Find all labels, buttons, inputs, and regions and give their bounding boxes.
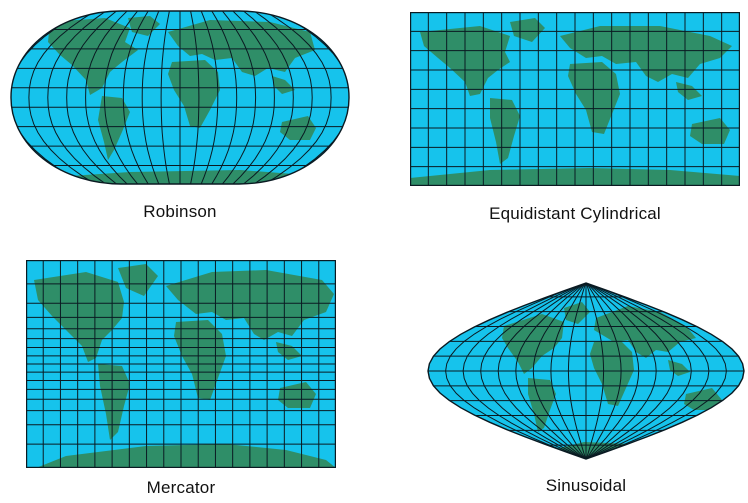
meridian [252,11,313,184]
mercator-panel: Mercator [26,260,336,503]
meridian [462,283,587,459]
australia [684,388,722,410]
meridian [497,283,587,459]
meridian [160,11,171,184]
equidistant-cylindrical-label: Equidistant Cylindrical [489,204,661,223]
meridian [11,11,87,184]
sinusoidal-map [427,282,745,460]
sinusoidal-panel: Sinusoidal [424,282,748,503]
meridian [241,11,294,184]
southeast-asia [676,82,702,100]
africa [168,60,220,128]
meridian [141,11,160,184]
north-america [48,18,138,95]
robinson-map [10,10,350,185]
meridian [585,283,605,459]
meridian [103,11,139,184]
meridian [585,283,710,459]
graticule [428,283,744,459]
south-america [98,364,130,440]
meridian [585,283,692,459]
graticule [11,11,349,184]
europe-asia [168,20,315,76]
southeast-asia [272,76,295,94]
greenland [118,264,158,296]
meridian [273,11,349,184]
mercator-map [26,260,336,468]
mercator-label: Mercator [146,478,216,497]
graticule [410,12,740,186]
meridian [480,283,587,459]
europe-asia [560,26,732,82]
meridian [210,11,238,184]
meridian [221,11,257,184]
meridian [515,283,587,459]
meridian [585,283,622,459]
equidistant-cylindrical-panel: Equidistant Cylindrical [410,12,748,232]
australia [690,118,730,144]
australia [280,116,316,140]
meridian [66,11,119,184]
meridian [200,11,219,184]
africa [568,62,620,134]
graticule [26,260,336,468]
meridian [532,283,587,459]
greenland [510,18,545,42]
meridian [585,283,675,459]
robinson-panel: Robinson [10,10,350,240]
meridian [262,11,332,184]
sinusoidal-label: Sinusoidal [545,476,627,495]
australia [278,382,316,408]
meridian [585,283,640,459]
meridian [28,11,98,184]
meridian [231,11,275,184]
meridian [585,283,657,459]
meridian [445,283,587,459]
south-america [528,378,556,432]
meridian [585,283,727,459]
meridian [189,11,200,184]
meridian [47,11,108,184]
robinson-label: Robinson [143,202,217,221]
equidistant-cylindrical-map [410,12,740,186]
meridian [85,11,129,184]
meridian [567,283,587,459]
south-america [98,96,130,160]
meridian [122,11,150,184]
antarctica [36,444,336,468]
meridian [550,283,587,459]
